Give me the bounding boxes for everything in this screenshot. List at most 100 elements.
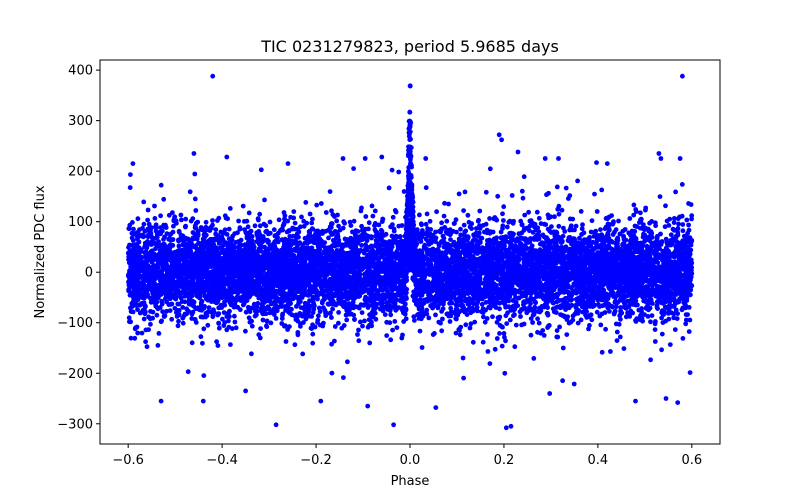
data-point — [210, 218, 215, 223]
data-point — [417, 328, 423, 334]
data-point — [668, 232, 674, 238]
data-point — [356, 338, 362, 344]
data-point — [171, 223, 176, 229]
data-point — [362, 226, 368, 232]
data-point — [366, 220, 372, 226]
data-point — [214, 339, 220, 345]
data-point — [175, 323, 181, 329]
data-point — [580, 222, 585, 228]
data-point — [618, 305, 624, 310]
data-point — [249, 323, 255, 329]
data-point — [152, 216, 158, 221]
data-point — [176, 318, 181, 324]
data-point — [448, 237, 453, 243]
data-point — [675, 216, 681, 222]
data-point — [160, 309, 166, 314]
data-point — [501, 218, 506, 223]
data-point — [169, 316, 175, 322]
data-point — [460, 355, 466, 361]
data-point — [228, 342, 233, 347]
data-point — [135, 216, 141, 222]
data-point — [264, 324, 270, 330]
data-point — [336, 223, 341, 229]
data-point — [483, 189, 489, 195]
data-point — [351, 218, 357, 224]
data-point — [172, 218, 178, 224]
data-point — [672, 327, 678, 332]
data-point — [128, 335, 134, 341]
data-point — [477, 208, 483, 214]
data-point — [341, 219, 347, 225]
data-point — [386, 185, 392, 191]
data-point — [367, 340, 373, 346]
data-point — [659, 331, 665, 337]
data-point — [392, 319, 398, 324]
data-point — [236, 218, 242, 224]
data-point — [201, 326, 207, 332]
data-point — [310, 216, 315, 222]
data-point — [568, 223, 574, 229]
data-point — [384, 333, 390, 338]
data-point — [332, 324, 338, 329]
data-point — [530, 320, 535, 325]
data-point — [517, 309, 523, 315]
data-point — [441, 213, 447, 219]
data-point — [541, 333, 547, 338]
data-point — [652, 321, 658, 327]
data-point — [665, 311, 671, 316]
data-point — [356, 327, 361, 333]
data-point — [267, 219, 273, 225]
data-point — [518, 314, 523, 319]
data-point — [666, 223, 672, 228]
data-point — [502, 334, 507, 340]
data-point — [166, 212, 172, 218]
data-point — [497, 331, 502, 336]
data-point — [485, 332, 490, 337]
data-point — [226, 226, 232, 232]
data-point — [472, 319, 478, 325]
data-point — [283, 339, 289, 344]
data-point — [528, 332, 534, 338]
data-point — [603, 326, 608, 332]
data-point — [216, 215, 222, 221]
data-point — [531, 356, 537, 361]
data-point — [303, 200, 309, 205]
data-point — [560, 378, 565, 384]
data-point — [148, 321, 153, 327]
data-point — [292, 342, 298, 348]
chart-title: TIC 0231279823, period 5.9685 days — [260, 37, 559, 56]
data-point — [686, 222, 691, 228]
data-point — [205, 322, 211, 328]
data-point — [369, 243, 374, 249]
data-point — [589, 317, 595, 323]
data-point — [359, 310, 365, 315]
data-point — [372, 208, 378, 214]
data-point — [180, 320, 186, 326]
data-point — [680, 222, 686, 227]
data-point — [417, 212, 422, 218]
data-point — [423, 156, 429, 161]
data-point — [178, 212, 184, 218]
data-point — [521, 174, 527, 180]
data-point — [298, 323, 303, 329]
data-point — [189, 311, 195, 317]
data-point — [659, 347, 664, 353]
data-point — [599, 349, 605, 355]
data-point — [434, 209, 439, 215]
data-point — [301, 320, 306, 325]
data-point — [502, 370, 508, 376]
data-point — [547, 391, 553, 396]
data-point — [559, 207, 565, 213]
data-point — [388, 337, 394, 343]
data-point — [679, 182, 685, 187]
data-point — [240, 203, 246, 209]
data-point — [309, 220, 315, 226]
data-point — [158, 182, 164, 188]
data-point — [501, 331, 507, 336]
data-point — [155, 343, 161, 348]
data-point — [390, 327, 395, 333]
data-point — [554, 184, 560, 190]
data-point — [680, 336, 686, 341]
data-point — [647, 220, 652, 226]
